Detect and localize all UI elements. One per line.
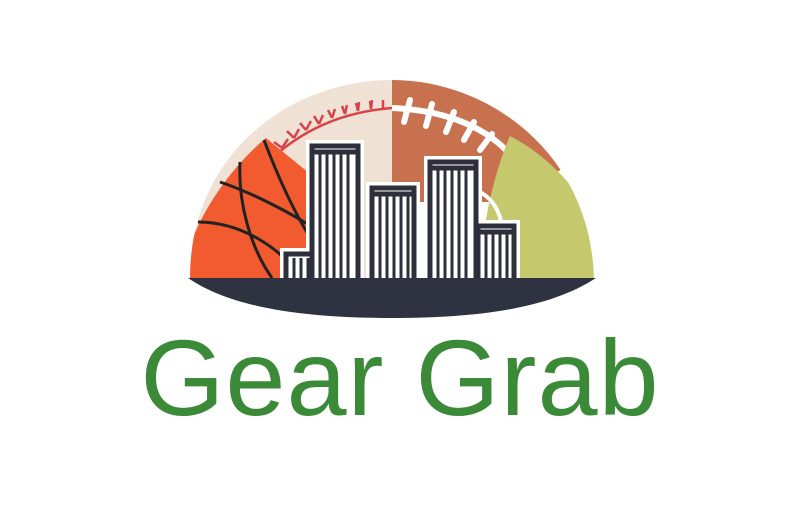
brand-name: Gear Grab [140,317,660,438]
city-skyline-icon [280,140,520,289]
logo-emblem [186,75,598,318]
ground-base [188,278,596,318]
